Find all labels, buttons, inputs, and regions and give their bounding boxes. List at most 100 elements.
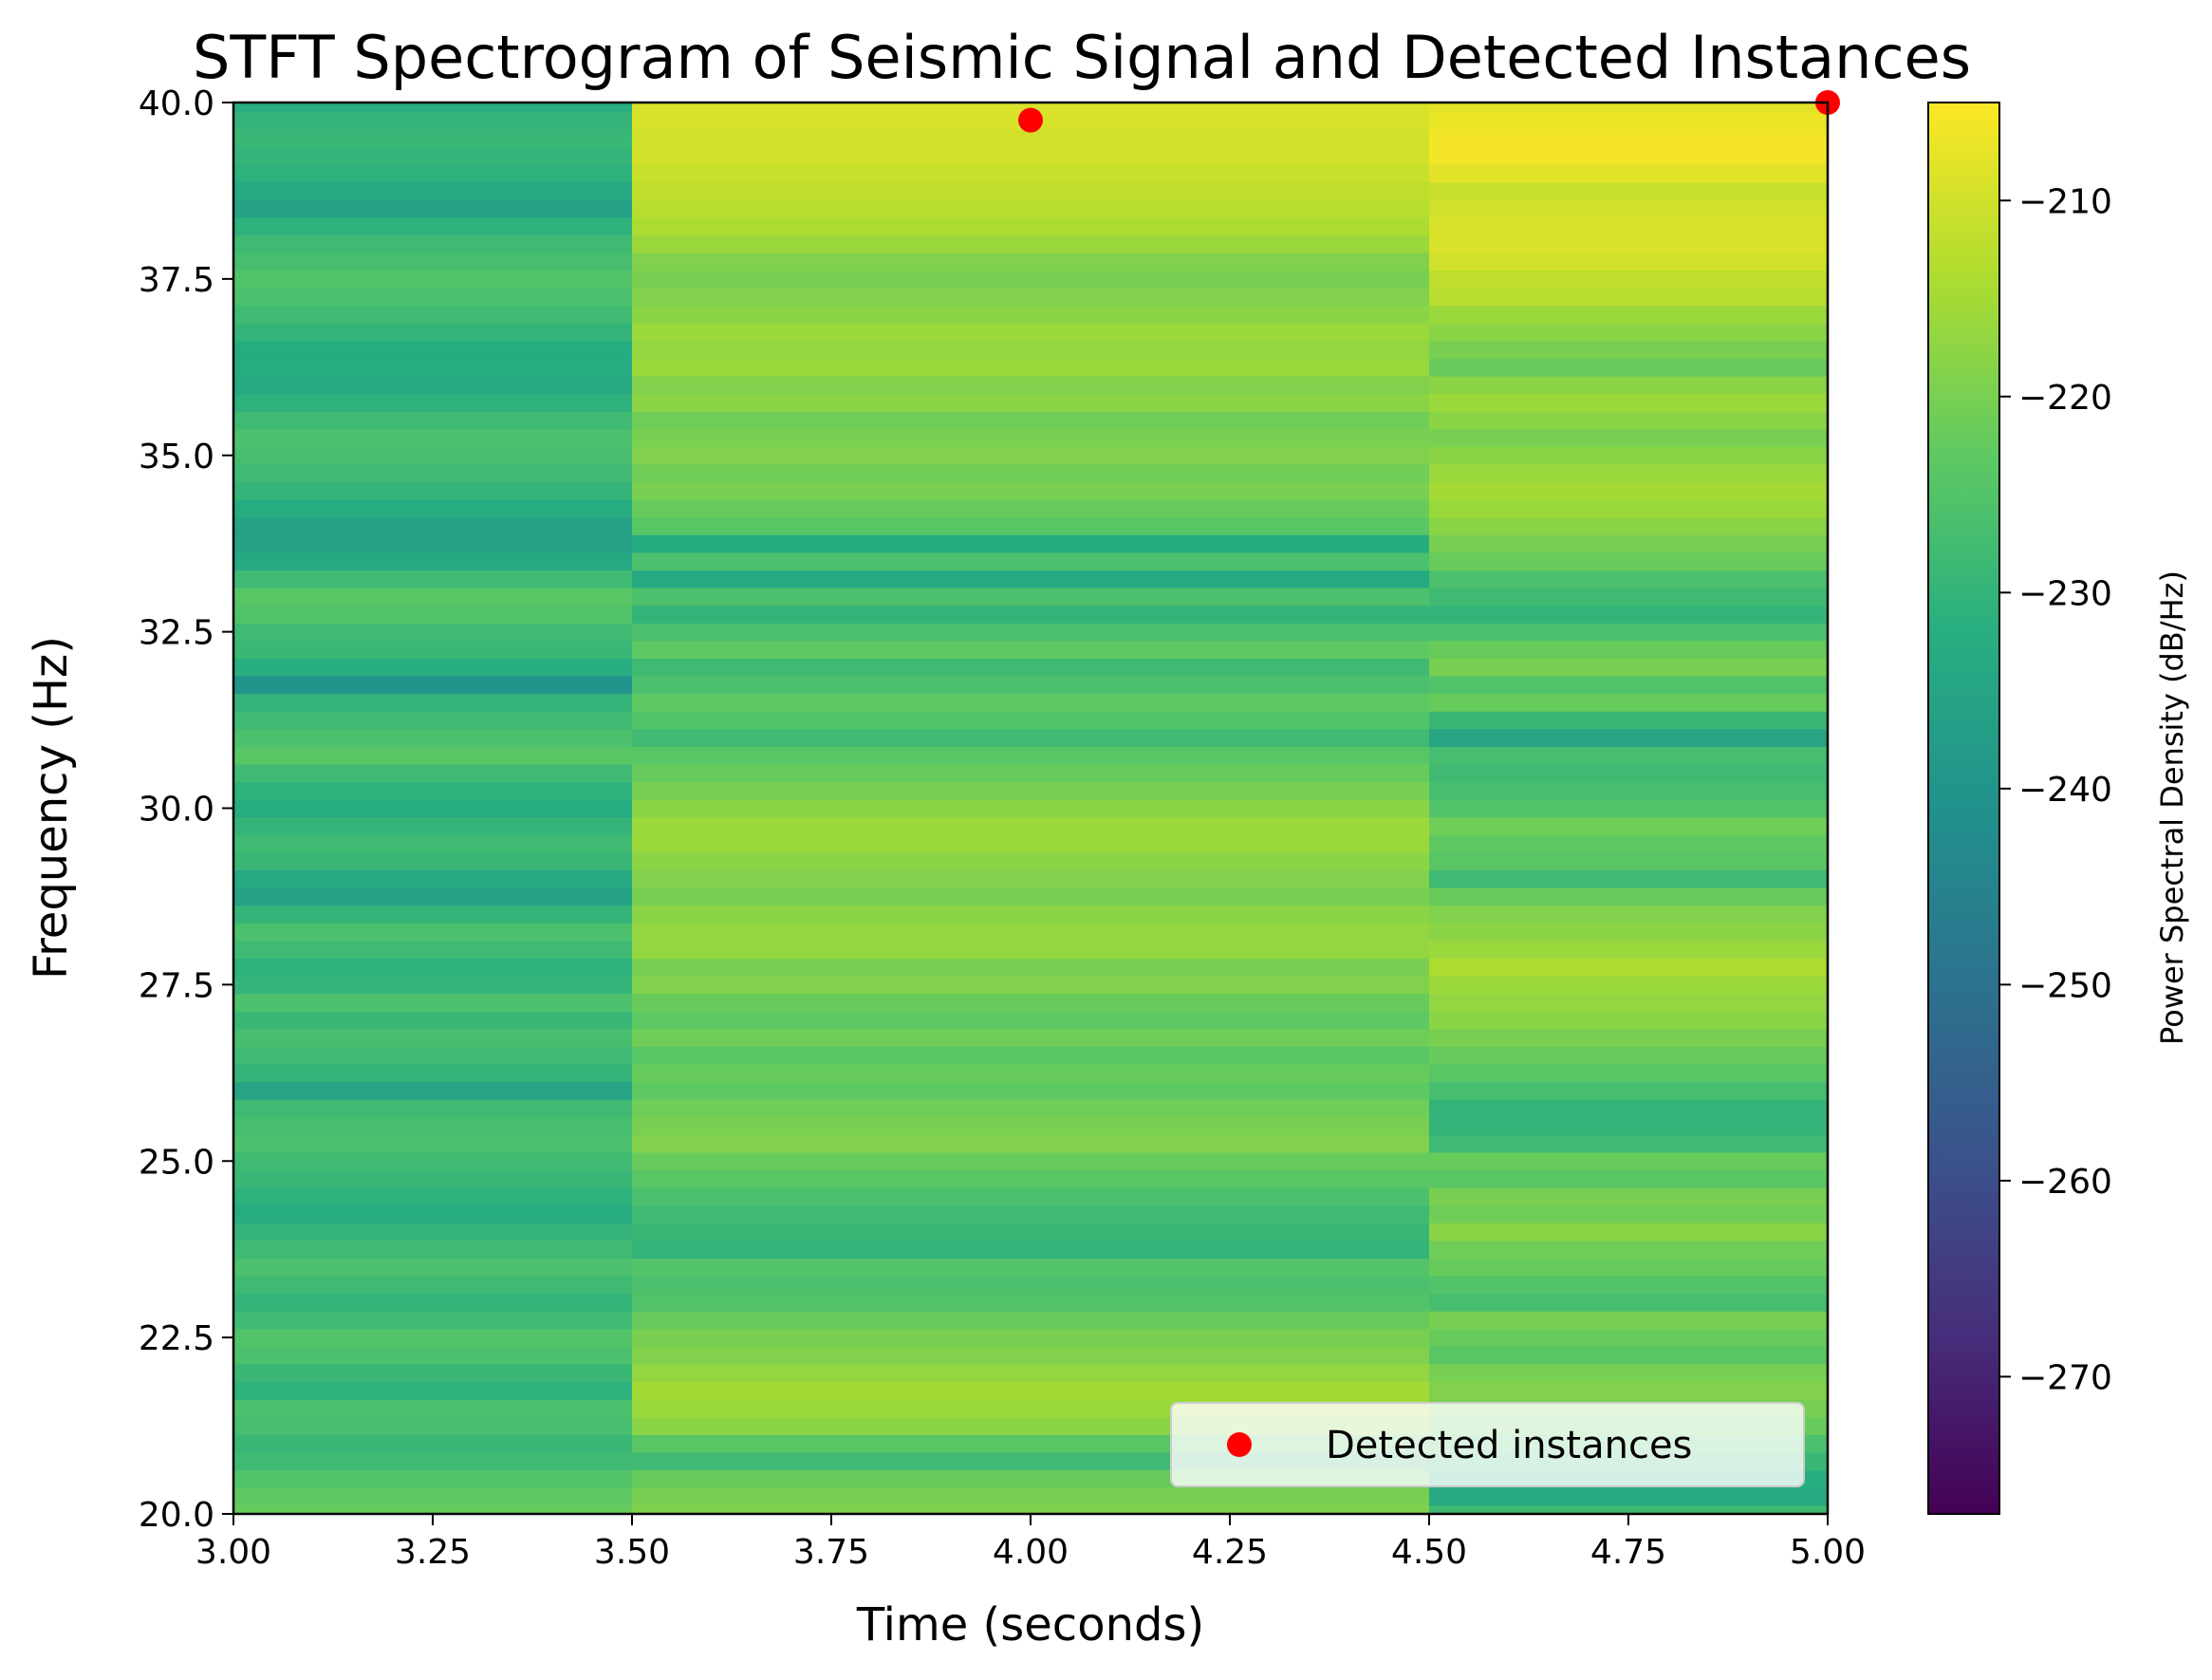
spectrogram-cell: [632, 640, 1430, 660]
spectrogram-cell: [1429, 1116, 1828, 1135]
spectrogram-cell: [1429, 834, 1828, 853]
y-tick-label: 32.5: [139, 614, 214, 653]
spectrogram-cell: [1429, 270, 1828, 289]
spectrogram-cell: [233, 728, 633, 747]
y-tick-label: 27.5: [139, 966, 214, 1005]
colorbar-tick-label: −230: [2018, 574, 2112, 613]
spectrogram-cell: [233, 551, 633, 571]
spectrogram-cell: [632, 1046, 1430, 1065]
spectrogram-cell: [233, 428, 633, 447]
spectrogram-cell: [1429, 1169, 1828, 1188]
spectrogram-cell: [632, 146, 1430, 165]
spectrogram-cell: [632, 103, 1430, 112]
spectrogram-cell: [1429, 1504, 1828, 1514]
spectrogram-cell: [632, 128, 1430, 147]
spectrogram-cell: [233, 103, 633, 112]
spectrogram-cell: [1429, 799, 1828, 818]
spectrogram-cell: [632, 1011, 1430, 1030]
spectrogram-cell: [1429, 923, 1828, 942]
spectrogram-cell: [632, 340, 1430, 360]
spectrogram-cell: [233, 393, 633, 412]
spectrogram-cell: [1429, 1276, 1828, 1295]
spectrogram-cell: [233, 1311, 633, 1330]
spectrogram-cell: [632, 411, 1430, 430]
spectrogram-cell: [1429, 1487, 1828, 1506]
spectrogram-cell: [632, 728, 1430, 747]
spectrogram-cell: [233, 1364, 633, 1383]
spectrogram-cell: [632, 1258, 1430, 1277]
spectrogram-cell: [1429, 728, 1828, 747]
y-tick-label: 40.0: [139, 84, 214, 123]
spectrogram-cell: [1429, 623, 1828, 642]
spectrogram-cell: [233, 1169, 633, 1188]
x-axis-label: Time (seconds): [856, 1598, 1204, 1652]
spectrogram-cell: [233, 605, 633, 624]
x-tick-label: 4.00: [993, 1533, 1069, 1572]
spectrogram-cell: [1429, 1346, 1828, 1365]
spectrogram-cell: [632, 764, 1430, 783]
spectrogram-cell: [233, 923, 633, 942]
colorbar-tick-label: −210: [2018, 182, 2112, 221]
spectrogram-cell: [632, 216, 1430, 235]
spectrogram-cell: [233, 270, 633, 289]
spectrogram-cell: [632, 1311, 1430, 1330]
spectrogram-cell: [1429, 711, 1828, 730]
spectrogram-cell: [1429, 1258, 1828, 1277]
spectrogram-cell: [632, 940, 1430, 959]
spectrogram-cell: [632, 499, 1430, 518]
spectrogram-cell: [632, 181, 1430, 200]
spectrogram-cell: [632, 887, 1430, 906]
spectrogram-cell: [1429, 1311, 1828, 1330]
spectrogram-cell: [233, 1064, 633, 1083]
colorbar: [1927, 102, 2000, 1515]
spectrogram-cell: [233, 1504, 633, 1514]
spectrogram-cell: [1429, 199, 1828, 218]
spectrogram-cell: [1429, 746, 1828, 765]
spectrogram-cell: [632, 393, 1430, 412]
spectrogram-cell: [632, 1223, 1430, 1241]
spectrogram-cell: [1429, 411, 1828, 430]
x-tick-label: 3.75: [793, 1533, 869, 1572]
spectrogram-cell: [632, 816, 1430, 835]
spectrogram-cell: [233, 216, 633, 235]
spectrogram-cell: [233, 588, 633, 607]
legend-marker-icon: [1227, 1432, 1252, 1457]
spectrogram-cell: [233, 1434, 633, 1453]
spectrogram-cell: [233, 1081, 633, 1100]
x-tick-label: 4.75: [1590, 1533, 1666, 1572]
spectrogram-cell: [233, 993, 633, 1012]
spectrogram-cell: [632, 464, 1430, 483]
spectrogram-cell: [1429, 851, 1828, 871]
spectrogram-cell: [233, 1223, 633, 1241]
spectrogram-cell: [1429, 816, 1828, 835]
spectrogram-cell: [1429, 376, 1828, 395]
spectrogram-cell: [1429, 1064, 1828, 1083]
spectrogram-cell: [1429, 605, 1828, 624]
spectrogram-cell: [632, 199, 1430, 218]
spectrogram-cell: [1429, 252, 1828, 271]
x-axis: 3.00 3.25 3.50 3.75 4.00 4.25 4.50 4.75 5.00: [195, 1514, 1866, 1572]
spectrogram-cell: [1429, 288, 1828, 307]
spectrogram-cell: [632, 976, 1430, 995]
spectrogram-cell: [632, 799, 1430, 818]
spectrogram-cell: [632, 376, 1430, 395]
x-tick-label: 3.50: [594, 1533, 670, 1572]
spectrogram-cell: [1429, 234, 1828, 253]
spectrogram-cell: [1429, 1099, 1828, 1118]
legend-label: Detected instances: [1326, 1424, 1692, 1467]
spectrogram-cell: [233, 1293, 633, 1312]
spectrogram-cell: [632, 1381, 1430, 1400]
spectrogram-cell: [632, 234, 1430, 253]
spectrogram-cell: [233, 146, 633, 165]
spectrogram-cell: [233, 1469, 633, 1488]
spectrogram-cell: [233, 623, 633, 642]
y-axis: 20.0 22.5 25.0 27.5 30.0 32.5 35.0 37.5 40.0: [139, 84, 233, 1535]
spectrogram-cell: [632, 1134, 1430, 1153]
spectrogram-cell: [1429, 340, 1828, 360]
spectrogram-cell: [1429, 393, 1828, 412]
spectrogram-cell: [233, 1116, 633, 1135]
y-axis-label: Frequency (Hz): [25, 636, 78, 980]
spectrogram-cell: [233, 358, 633, 377]
x-tick-label: 3.25: [395, 1533, 471, 1572]
